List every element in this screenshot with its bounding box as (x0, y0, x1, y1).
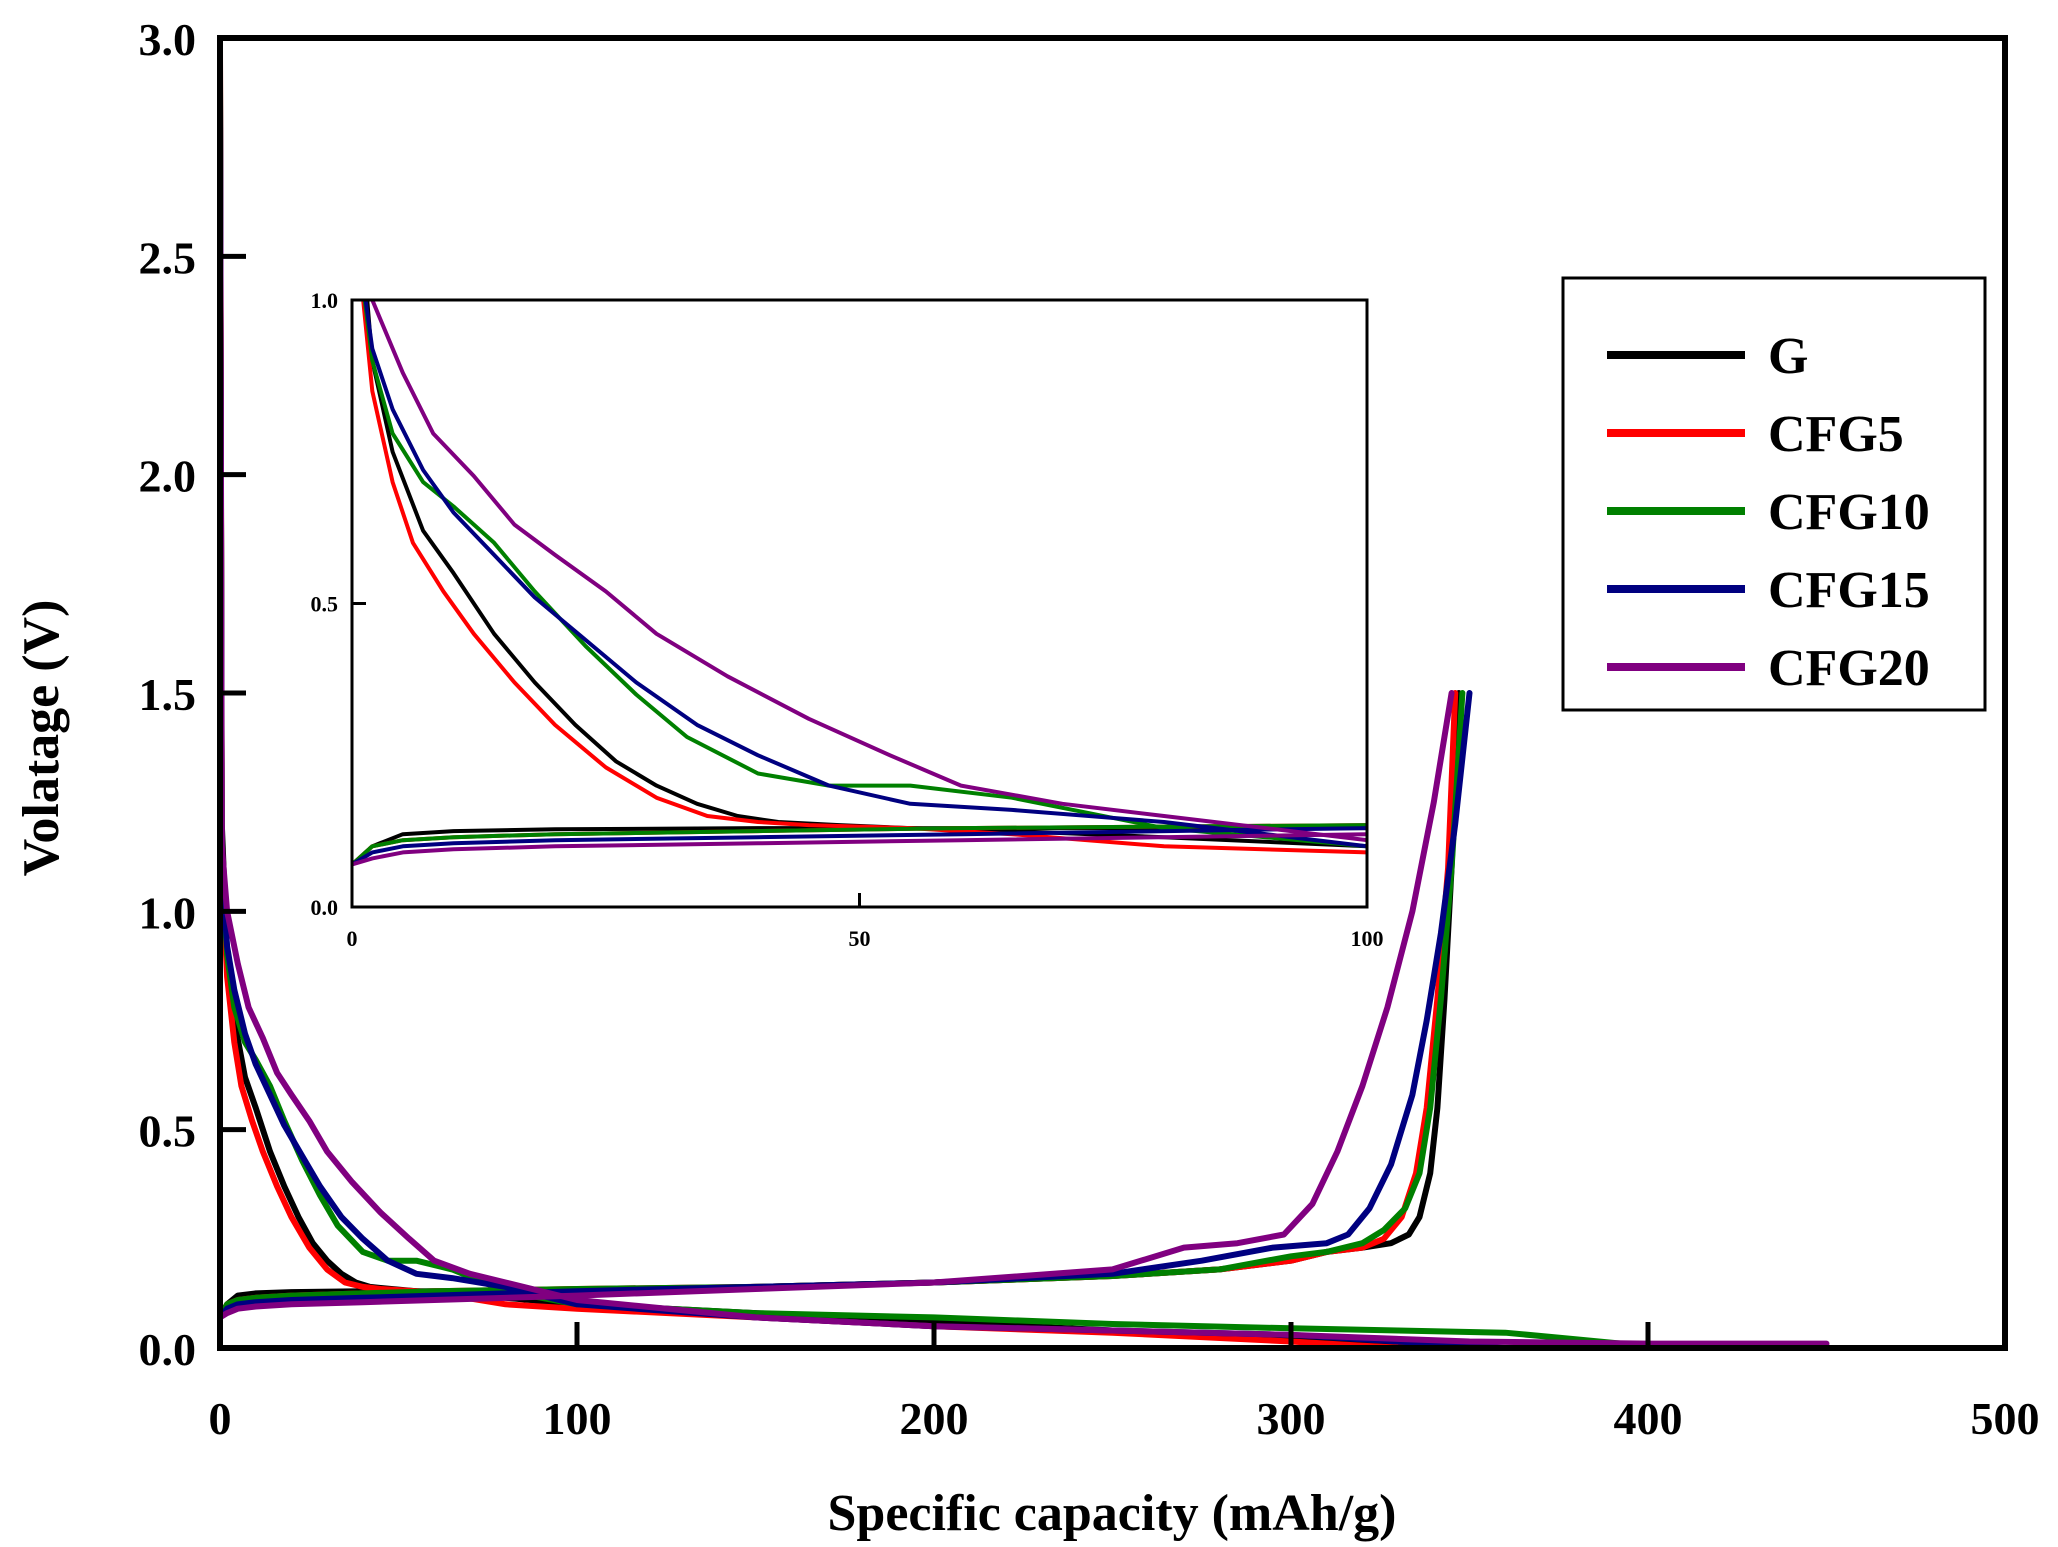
x-tick-label-200: 200 (900, 1393, 969, 1444)
inset-x-tick-label-100: 100 (1351, 926, 1384, 951)
inset-series-cfg5-discharge-line (361, 300, 1367, 855)
main-series-layer (220, 43, 1830, 1348)
inset-background (352, 300, 1367, 907)
inset-y-tick-label-0: 0.0 (311, 895, 339, 920)
inset-series-cfg10-discharge-line (362, 300, 1367, 849)
y-tick-label-3: 3.0 (139, 14, 197, 65)
inset-series-layer (352, 300, 1367, 867)
y-tick-label-1.5: 1.5 (139, 669, 197, 720)
inset-x-tick-label-0: 0 (347, 926, 358, 951)
x-tick-label-500: 500 (1971, 1393, 2040, 1444)
inset-series-cfg20-discharge-line (370, 300, 1367, 843)
inset-series-cfg10-charge-line (352, 823, 1367, 867)
inset-series-cfg15-discharge-line (363, 300, 1367, 849)
legend-label-cfg5: CFG5 (1768, 406, 1904, 463)
series-cfg15-charge-line (220, 690, 1473, 1321)
inset-series-cfg15-charge-line (352, 826, 1367, 867)
legend-label-g: G (1768, 328, 1808, 385)
x-tick-label-0: 0 (209, 1393, 232, 1444)
legend-label-cfg15: CFG15 (1768, 562, 1930, 619)
x-tick-label-100: 100 (543, 1393, 612, 1444)
x-tick-label-400: 400 (1614, 1393, 1683, 1444)
inset-y-tick-label-0.5: 0.5 (311, 592, 339, 617)
y-axis-title: Volatage (V) (13, 600, 70, 877)
y-tick-label-0: 0.0 (139, 1324, 197, 1375)
y-tick-label-2: 2.0 (139, 451, 197, 502)
main-plot-frame (217, 35, 2008, 1351)
x-axis-title: Specific capacity (mAh/g) (827, 1485, 1396, 1542)
x-tick-label-300: 300 (1257, 1393, 1326, 1444)
inset-series-g-charge-line (352, 826, 1367, 867)
y-tick-label-2.5: 2.5 (139, 232, 197, 283)
y-tick-label-0.5: 0.5 (139, 1106, 197, 1157)
series-cfg10-charge-line (220, 690, 1466, 1321)
series-cfg20-charge-line (220, 690, 1455, 1321)
legend-items: G CFG5 CFG10 CFG15 CFG20 (1607, 328, 1930, 697)
series-cfg20-discharge-line (220, 100, 1830, 1347)
inset-frame (350, 298, 1369, 909)
legend-box (1561, 276, 1987, 712)
inset-x-tick-label-50: 50 (849, 926, 871, 951)
legend: G CFG5 CFG10 CFG15 CFG20 (1561, 276, 1987, 712)
inset-plot: 0 50 100 0.0 0.5 1.0 (311, 288, 1384, 951)
inset-y-tick-label-1: 1.0 (311, 288, 339, 313)
legend-label-cfg20: CFG20 (1768, 640, 1930, 697)
y-tick-label-1: 1.0 (139, 887, 197, 938)
legend-label-cfg10: CFG10 (1768, 484, 1930, 541)
inset-series-cfg20-charge-line (352, 832, 1367, 867)
